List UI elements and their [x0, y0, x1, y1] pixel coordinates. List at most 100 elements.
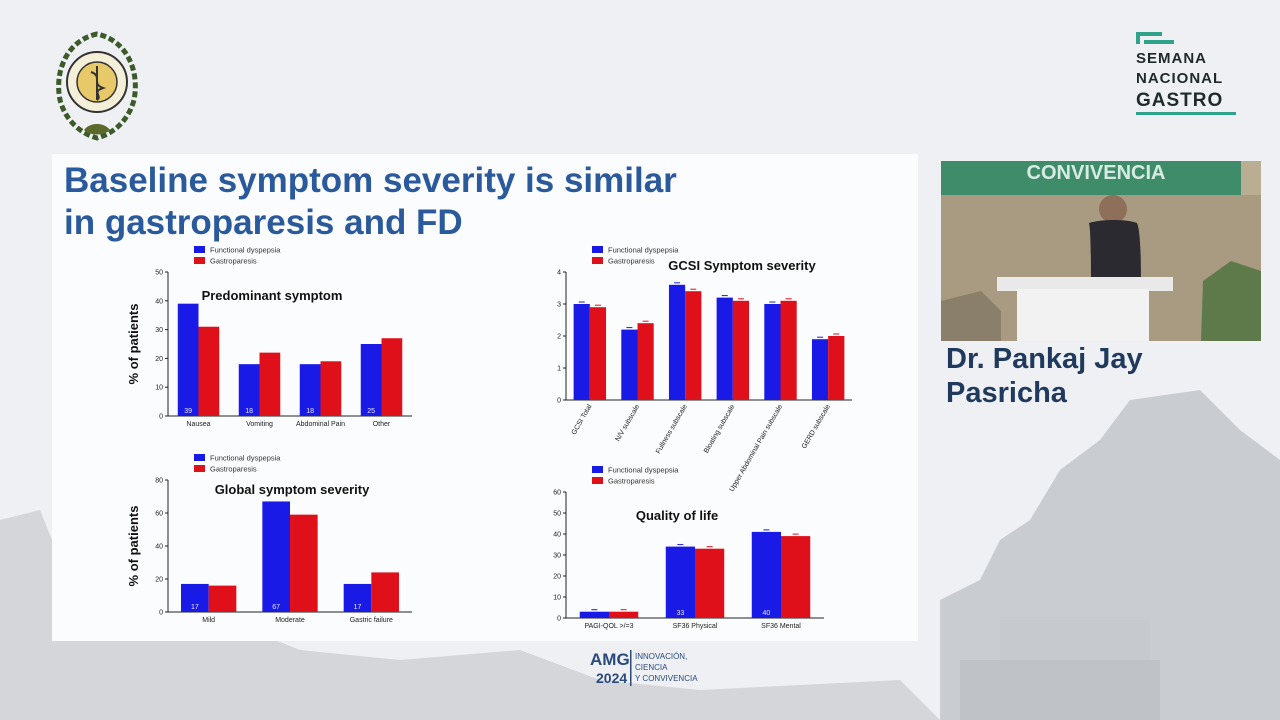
footer-tagline-1: INNOVACIÓN, [635, 652, 687, 661]
x-tick-label: Vomiting [246, 421, 273, 428]
y-tick-label: 40 [155, 544, 163, 551]
legend-label: Functional dyspepsia [608, 466, 679, 475]
chart-quality-of-life: 0 10 20 30 40 50 60 Quality of life Functional d… [542, 464, 842, 637]
bar [238, 364, 260, 416]
bar [198, 326, 220, 416]
chart-svg: 0 10 20 30 40 50 60 Quality of life Functional d… [553, 466, 824, 630]
x-tick-label: Other [373, 421, 391, 428]
y-tick-label: 50 [155, 270, 163, 277]
speaker-video-frame: CONVIVENCIA [941, 161, 1261, 341]
bar [320, 361, 342, 416]
chart-svg: 0 10 20 30 40 50 % of patients Predominant symp… [126, 246, 412, 428]
x-tick-label: GERD subscale [801, 403, 832, 450]
bar-value-label: 17 [354, 604, 362, 611]
legend-swatch [194, 257, 205, 264]
slide-panel: Baseline symptom severity is similar in … [52, 154, 918, 641]
speaker-name-line-2: Pasricha [946, 377, 1067, 409]
speaker-video: CONVIVENCIA [941, 161, 1261, 341]
slide-title-line-2: in gastroparesis and FD [64, 203, 463, 242]
chart-title: Quality of life [636, 508, 718, 523]
bar [381, 338, 403, 416]
bar [181, 583, 209, 612]
bar [299, 364, 321, 416]
footer-tagline-3: Y CONVIVENCIA [635, 674, 698, 683]
x-tick-label: Gastric failure [350, 617, 393, 624]
y-tick-label: 50 [553, 511, 561, 518]
brand-line-1: SEMANA [1136, 50, 1208, 67]
y-axis-label: % of patients [126, 304, 141, 385]
legend-label: Gastroparesis [210, 257, 257, 266]
y-tick-label: 40 [553, 532, 561, 539]
brand-line-3: GASTRO [1136, 90, 1224, 111]
y-tick-label: 0 [159, 414, 163, 421]
slide-title-line-1: Baseline symptom severity is similar [64, 161, 677, 200]
semana-nacional-gastro-logo: SEMANA NACIONAL GASTRO [1132, 30, 1242, 120]
x-tick-label: N/V subscale [615, 403, 642, 442]
amg-2024-footer-logo: AMG 2024 INNOVACIÓN, CIENCIA Y CONVIVENC… [590, 650, 698, 686]
bar [751, 531, 781, 618]
x-tick-label: Mild [202, 617, 215, 624]
y-tick-label: 20 [155, 577, 163, 584]
bar-value-label: 67 [272, 604, 280, 611]
chart-svg: 0 1 2 3 4 GCSI Symptom severity Functional dys… [557, 246, 852, 493]
y-tick-label: 60 [155, 511, 163, 518]
legend-label: Functional dyspepsia [210, 246, 281, 255]
y-tick-label: 20 [553, 574, 561, 581]
x-tick-label: Bloating subscale [703, 403, 737, 454]
chart-predominant-symptom: 0 10 20 30 40 50 % of patients Predominant symp… [122, 244, 422, 439]
x-tick-label: Nausea [186, 421, 210, 428]
bar-value-label: 39 [184, 408, 192, 415]
legend-label: Gastroparesis [608, 477, 655, 486]
speaker-name: Dr. Pankaj Jay Pasricha [946, 342, 1246, 410]
y-tick-label: 3 [557, 302, 561, 309]
chart-svg: 0 20 40 60 80 % of patients Global symptom sev… [126, 454, 412, 624]
y-tick-label: 30 [553, 553, 561, 560]
brand-line-2: NACIONAL [1136, 70, 1224, 87]
y-tick-label: 30 [155, 327, 163, 334]
bar [780, 300, 797, 400]
chart-gcsi-symptom-severity: 0 1 2 3 4 GCSI Symptom severity Functional dys… [542, 244, 862, 493]
legend-swatch [592, 257, 603, 264]
y-tick-label: 10 [155, 385, 163, 392]
legend-swatch [194, 246, 205, 253]
bar [732, 300, 750, 400]
x-tick-label: Moderate [275, 617, 305, 624]
bar [665, 546, 695, 618]
y-axis-label: % of patients [126, 506, 141, 587]
bar [259, 352, 281, 416]
bar [637, 323, 654, 400]
bar [621, 329, 638, 400]
bar-value-label: 25 [367, 408, 375, 415]
bar [781, 536, 811, 618]
bar [685, 291, 702, 400]
chart-title: Global symptom severity [215, 482, 370, 497]
bar [290, 514, 318, 612]
bar-value-label: 33 [676, 610, 684, 617]
bar [609, 611, 639, 618]
legend-swatch [194, 454, 205, 461]
video-banner-text: CONVIVENCIA [1027, 162, 1166, 184]
chart-title: Predominant symptom [202, 288, 343, 303]
y-tick-label: 4 [557, 270, 561, 277]
footer-tagline-2: CIENCIA [635, 663, 668, 672]
footer-amg-text: AMG [590, 650, 630, 669]
y-tick-label: 0 [557, 398, 561, 405]
legend-swatch [592, 246, 603, 253]
bar [579, 611, 609, 618]
legend-label: Functional dyspepsia [210, 454, 281, 463]
slide-title: Baseline symptom severity is similar in … [64, 160, 824, 244]
association-seal-logo [56, 31, 138, 141]
legend-swatch [194, 465, 205, 472]
y-tick-label: 2 [557, 334, 561, 341]
y-tick-label: 80 [155, 478, 163, 485]
bar [668, 284, 686, 400]
bar [811, 339, 829, 400]
legend-swatch [592, 477, 603, 484]
bar [764, 304, 781, 400]
bar [360, 344, 382, 416]
x-tick-label: SF36 Mental [761, 623, 801, 630]
bar [573, 304, 590, 400]
speaker-name-line-1: Dr. Pankaj Jay [946, 343, 1143, 375]
bar-value-label: 18 [245, 408, 253, 415]
bar-value-label: 17 [191, 604, 199, 611]
